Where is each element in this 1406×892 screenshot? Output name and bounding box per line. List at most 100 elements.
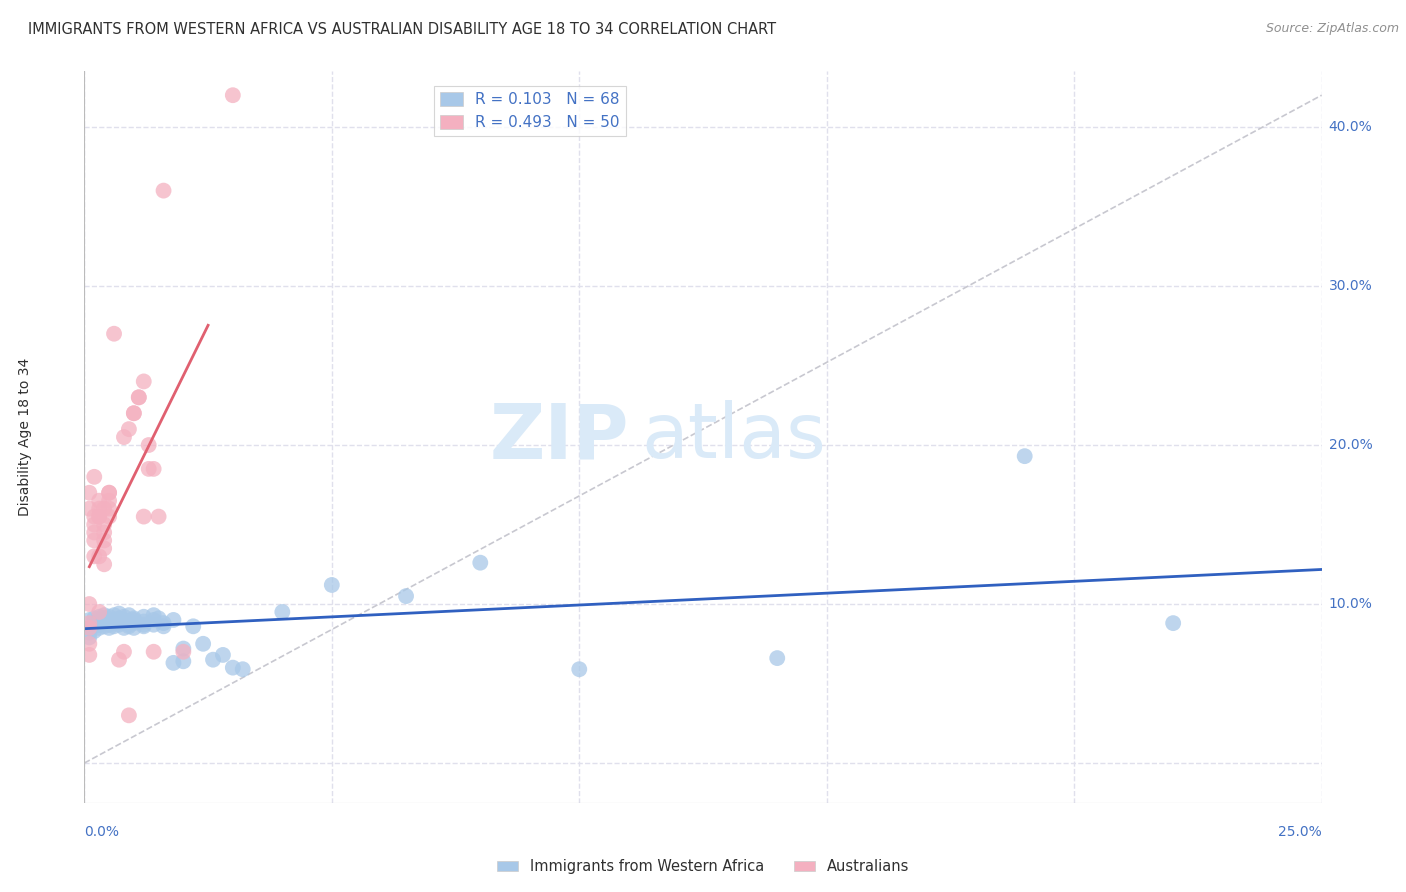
Point [89,605,111,619]
Point [83,624,105,638]
Point [98,617,121,632]
Point [103,616,125,631]
Point [162,656,184,670]
Point [172,654,194,668]
Point [271,605,294,619]
Point [79,625,101,640]
Point [122,406,145,420]
Point [98,485,121,500]
Text: 40.0%: 40.0% [1329,120,1372,134]
Point [98,493,121,508]
Text: 25.0%: 25.0% [1278,825,1322,839]
Point [108,611,131,625]
Point [118,608,141,623]
Legend: Immigrants from Western Africa, Australians: Immigrants from Western Africa, Australi… [491,854,915,880]
Point [79,631,101,645]
Point [79,597,101,611]
Point [112,616,135,631]
Point [128,390,150,404]
Point [79,613,101,627]
Point [79,621,101,635]
Point [98,501,121,516]
Point [118,422,141,436]
Point [79,485,101,500]
Point [89,613,111,627]
Point [89,501,111,516]
Point [89,609,111,624]
Point [132,609,155,624]
Point [132,617,155,632]
Point [142,462,165,476]
Point [93,616,115,631]
Point [1161,616,1184,631]
Point [93,525,115,540]
Point [79,616,101,631]
Point [132,509,155,524]
Point [89,621,111,635]
Point [103,613,125,627]
Point [103,326,125,341]
Point [470,556,492,570]
Point [132,615,155,629]
Point [118,615,141,629]
Point [138,438,160,452]
Point [93,533,115,548]
Point [83,619,105,633]
Point [89,509,111,524]
Point [89,549,111,564]
Point [118,708,141,723]
Point [148,509,170,524]
Point [108,607,131,621]
Point [128,390,150,404]
Text: Source: ZipAtlas.com: Source: ZipAtlas.com [1265,22,1399,36]
Point [568,662,591,676]
Text: 20.0%: 20.0% [1329,438,1372,452]
Point [142,608,165,623]
Text: atlas: atlas [641,401,825,474]
Point [79,648,101,662]
Point [98,615,121,629]
Point [83,549,105,564]
Point [79,501,101,516]
Point [93,517,115,532]
Point [108,617,131,632]
Point [93,541,115,556]
Point [93,501,115,516]
Text: ZIP: ZIP [489,401,628,474]
Point [172,641,194,656]
Point [122,616,145,631]
Point [93,619,115,633]
Point [222,660,245,674]
Point [89,617,111,632]
Point [202,653,225,667]
Point [172,645,194,659]
Point [142,617,165,632]
Point [103,619,125,633]
Point [118,617,141,632]
Point [138,462,160,476]
Point [132,619,155,633]
Point [89,509,111,524]
Text: Disability Age 18 to 34: Disability Age 18 to 34 [18,358,32,516]
Point [191,637,214,651]
Point [181,619,204,633]
Point [232,662,254,676]
Point [112,621,135,635]
Point [222,88,245,103]
Point [152,616,174,631]
Point [93,608,115,623]
Point [766,651,789,665]
Text: 30.0%: 30.0% [1329,279,1372,293]
Point [79,637,101,651]
Point [79,621,101,635]
Point [162,613,184,627]
Point [93,558,115,572]
Point [83,533,105,548]
Point [152,184,174,198]
Point [152,619,174,633]
Text: IMMIGRANTS FROM WESTERN AFRICA VS AUSTRALIAN DISABILITY AGE 18 TO 34 CORRELATION: IMMIGRANTS FROM WESTERN AFRICA VS AUSTRA… [28,22,776,37]
Point [112,609,135,624]
Point [122,611,145,625]
Point [212,648,235,662]
Point [103,608,125,623]
